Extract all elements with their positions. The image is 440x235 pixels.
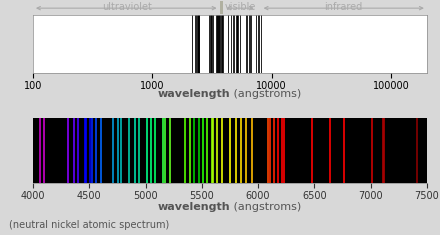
Text: wavelength: wavelength xyxy=(157,202,230,212)
Text: infrared: infrared xyxy=(324,2,362,12)
Text: (neutral nickel atomic spectrum): (neutral nickel atomic spectrum) xyxy=(9,220,169,231)
Text: visible: visible xyxy=(224,2,256,12)
Text: ultraviolet: ultraviolet xyxy=(103,2,152,12)
Text: (angstroms): (angstroms) xyxy=(230,89,301,99)
Text: wavelength: wavelength xyxy=(157,89,230,99)
Text: (angstroms): (angstroms) xyxy=(230,202,301,212)
Bar xyxy=(220,1,223,14)
